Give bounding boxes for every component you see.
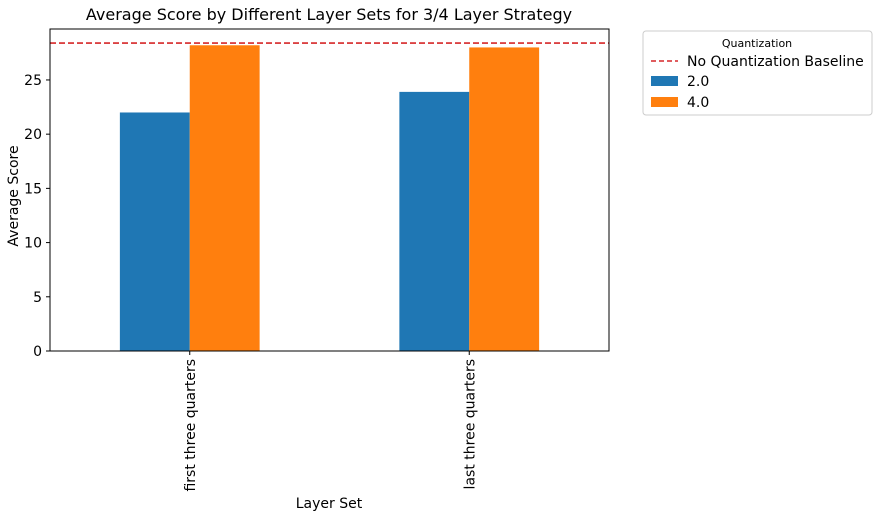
plot-frame [49,28,610,352]
chart-title: Average Score by Different Layer Sets fo… [86,5,572,24]
y-axis: 0 5 10 15 20 25 [24,73,50,360]
legend-series-0-swatch [651,76,678,86]
x-axis: first three quarters last three quarters [183,351,478,492]
x-axis-label: Layer Set [296,496,363,512]
bar-series-1-0 [189,45,260,351]
legend-series-1-label: 4.0 [687,95,709,111]
legend-title: Quantization [722,37,792,50]
y-tick-label-4: 20 [24,127,42,143]
x-tick-label-1: last three quarters [462,359,478,489]
y-tick-label-5: 25 [24,73,42,89]
y-axis-label: Average Score [6,145,22,246]
y-tick-label-3: 15 [24,181,42,197]
bar-series-1-1 [469,47,540,352]
legend-series-1-swatch [651,97,678,107]
y-tick-label-2: 10 [24,236,42,252]
legend-series-0-label: 2.0 [687,74,709,90]
y-tick-label-0: 0 [33,344,42,360]
y-tick-label-1: 5 [33,290,42,306]
legend-baseline-label: No Quantization Baseline [687,54,864,70]
plot-area [50,42,609,352]
bar-series-0-1 [399,91,470,352]
bar-series-0-0 [119,112,190,352]
legend: Quantization No Quantization Baseline 2.… [642,30,873,116]
legend-box [642,30,873,116]
x-tick-label-0: first three quarters [183,359,199,492]
